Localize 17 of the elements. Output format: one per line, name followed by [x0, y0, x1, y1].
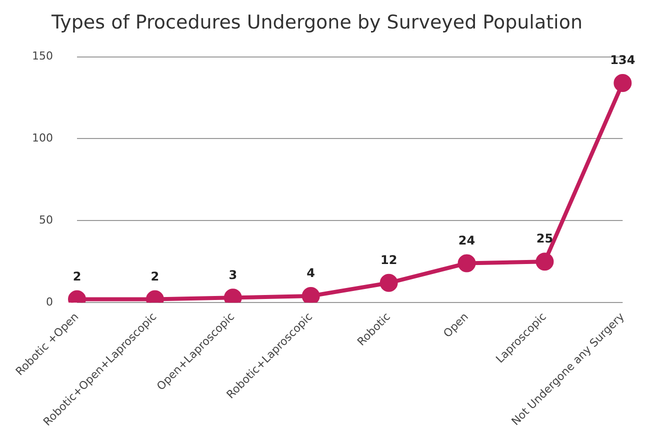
data-label: 25	[536, 232, 554, 246]
y-tick-label: 150	[32, 50, 53, 63]
point	[458, 254, 476, 272]
data-label: 3	[228, 268, 238, 282]
data-label: 4	[306, 266, 316, 280]
data-label: 2	[72, 269, 82, 284]
data-label: 134	[610, 53, 636, 68]
data-label: 24	[458, 233, 476, 248]
point	[380, 274, 398, 292]
y-tick-label: 100	[32, 132, 53, 145]
point	[536, 252, 554, 271]
data-label: 12	[380, 253, 398, 268]
y-tick-label: 0	[46, 295, 53, 308]
y-tick-label: 50	[38, 214, 53, 227]
data-label: 2	[150, 269, 160, 284]
point	[614, 74, 632, 92]
chart-title: Types of Procedures Undergone by Surveyed Population	[50, 11, 583, 34]
